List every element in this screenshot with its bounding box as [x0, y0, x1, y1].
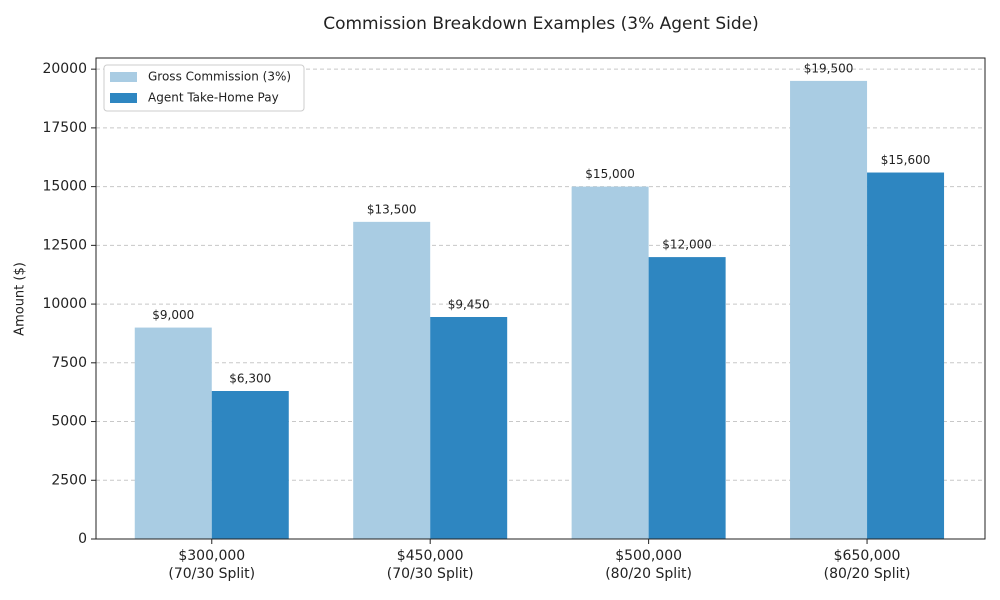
value-label: $19,500 — [804, 61, 854, 75]
y-tick-label: 7500 — [51, 355, 87, 371]
y-tick-label: 10000 — [42, 296, 87, 312]
bar — [134, 327, 212, 539]
bar — [430, 317, 508, 539]
value-label: $6,300 — [229, 372, 271, 386]
x-tick-label: $500,000 (80/20 Split) — [605, 548, 692, 582]
y-tick-label: 20000 — [42, 61, 87, 77]
y-axis-label: Amount ($) — [13, 262, 28, 336]
bar — [867, 172, 945, 539]
bar — [211, 391, 289, 539]
value-label: $9,000 — [152, 308, 194, 322]
legend-swatch — [110, 72, 137, 82]
legend: Gross Commission (3%) Agent Take-Home Pay — [103, 64, 305, 112]
bar — [790, 80, 868, 540]
legend-label: Agent Take-Home Pay — [148, 91, 279, 105]
value-label: $13,500 — [367, 202, 417, 216]
bar — [648, 257, 726, 539]
bar — [571, 186, 649, 539]
value-label: $15,600 — [881, 153, 931, 167]
x-tick-label: $650,000 (80/20 Split) — [823, 548, 911, 582]
y-tick-label: 5000 — [51, 414, 87, 430]
x-tick-label: $450,000 (70/30 Split) — [386, 548, 474, 582]
y-tick-label: 2500 — [51, 472, 87, 488]
x-tick-label: $300,000 (70/30 Split) — [168, 548, 256, 582]
legend-box — [103, 64, 305, 112]
legend-label: Gross Commission (3%) — [148, 70, 291, 84]
value-label: $9,450 — [448, 298, 490, 312]
y-tick-label: 12500 — [42, 237, 87, 253]
plot-frame — [95, 57, 986, 540]
value-label: $12,000 — [662, 238, 712, 252]
value-label: $15,000 — [585, 167, 635, 181]
y-tick-label: 0 — [78, 531, 87, 547]
chart-title: Commission Breakdown Examples (3% Agent … — [323, 14, 759, 34]
y-tick-label: 17500 — [42, 120, 87, 136]
bar — [353, 221, 431, 539]
legend-swatch — [110, 93, 137, 103]
y-tick-label: 15000 — [42, 179, 87, 195]
